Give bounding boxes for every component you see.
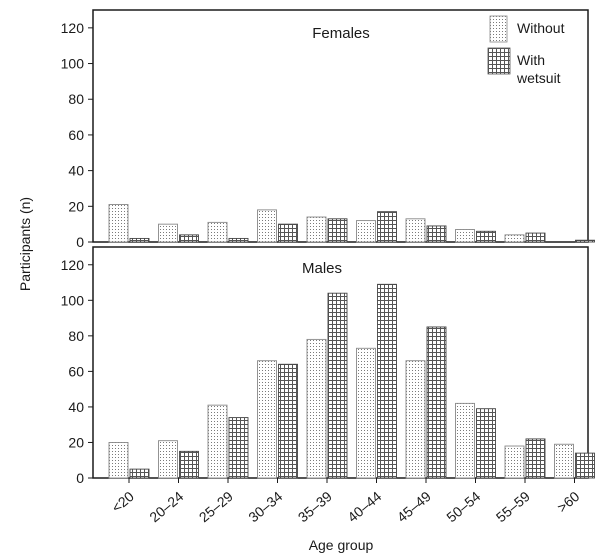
females-bar-without-wetsuit	[207, 221, 228, 243]
females-bar-with-wetsuit	[278, 223, 298, 243]
males-bar-without-wetsuit	[554, 443, 574, 479]
males-bar-with-wetsuit	[129, 468, 150, 479]
females-y-tick-label: 20	[68, 198, 84, 214]
males-bar-without-wetsuit	[356, 347, 376, 479]
males-y-tick-label: 40	[68, 399, 84, 415]
males-bar-with-wetsuit	[327, 292, 348, 479]
males-bar-with-wetsuit	[575, 452, 595, 479]
females-bar-without-wetsuit	[306, 216, 327, 243]
females-bar-with-wetsuit	[228, 237, 249, 243]
females-bar-with-wetsuit	[129, 237, 150, 243]
females-panel-frame	[92, 9, 589, 243]
males-bar-without-wetsuit	[405, 360, 426, 479]
x-tick-label: 20–24	[146, 488, 186, 525]
females-y-tick-label: 120	[61, 20, 85, 36]
females-y-tick-label: 60	[68, 127, 84, 143]
legend-swatch-without	[489, 15, 508, 43]
males-bar-without-wetsuit	[455, 402, 475, 479]
females-panel-title: Females	[312, 25, 370, 42]
males-y-tick-label: 100	[61, 292, 85, 308]
x-tick-label: 25–29	[196, 488, 236, 525]
females-y-tick-label: 40	[68, 163, 84, 179]
females-bar-with-wetsuit	[575, 239, 595, 243]
females-y-tick-label: 80	[68, 91, 84, 107]
males-bar-without-wetsuit	[108, 442, 129, 479]
females-bar-with-wetsuit	[377, 211, 397, 243]
legend: Without With wetsuit	[487, 15, 565, 86]
females-bar-without-wetsuit	[257, 209, 277, 243]
x-tick-label: 40–44	[344, 488, 384, 525]
males-bar-without-wetsuit	[207, 404, 228, 479]
males-y-tick-label: 120	[61, 257, 85, 273]
males-bar-without-wetsuit	[257, 360, 277, 479]
x-tick-label: 45–49	[394, 488, 434, 525]
legend-label-wetsuit: wetsuit	[516, 70, 561, 86]
males-y-tick-label: 80	[68, 328, 84, 344]
females-bar-without-wetsuit	[455, 229, 475, 243]
males-y-tick-label: 60	[68, 363, 84, 379]
females-y-tick-label: 0	[76, 234, 84, 250]
males-bar-with-wetsuit	[426, 326, 447, 479]
females-bar-with-wetsuit	[327, 218, 348, 243]
males-bar-without-wetsuit	[158, 440, 178, 479]
males-bar-with-wetsuit	[179, 450, 199, 479]
males-y-tick-label: 0	[76, 470, 84, 486]
males-bar-with-wetsuit	[278, 363, 298, 479]
x-axis-title: Age group	[309, 537, 374, 553]
x-tick-label: >60	[554, 488, 583, 516]
x-tick-label: 30–34	[245, 488, 285, 525]
females-bar-without-wetsuit	[108, 204, 129, 243]
females-bar-with-wetsuit	[179, 234, 199, 243]
males-panel-title: Males	[302, 260, 342, 277]
legend-label-without: Without	[517, 20, 565, 36]
females-y-tick-label: 100	[61, 56, 85, 72]
males-bar-without-wetsuit	[504, 445, 525, 479]
males-bar-without-wetsuit	[306, 338, 327, 479]
males-bar-with-wetsuit	[476, 408, 496, 479]
females-bar-with-wetsuit	[426, 225, 447, 243]
females-bar-without-wetsuit	[504, 234, 525, 243]
legend-label-with: With	[517, 52, 545, 68]
females-bar-without-wetsuit	[356, 220, 376, 243]
x-tick-label: <20	[108, 488, 137, 516]
females-bar-without-wetsuit	[158, 223, 178, 243]
x-tick-label: 55–59	[493, 488, 533, 525]
legend-swatch-with-wetsuit	[487, 47, 511, 75]
males-y-tick-label: 20	[68, 434, 84, 450]
females-bar-with-wetsuit	[476, 230, 496, 243]
males-bar-with-wetsuit	[377, 283, 397, 479]
females-bar-without-wetsuit	[405, 218, 426, 243]
males-bar-with-wetsuit	[228, 417, 249, 479]
y-axis-title: Participants (n)	[17, 197, 33, 291]
x-tick-label: 50–54	[443, 488, 483, 525]
males-bar-with-wetsuit	[525, 438, 546, 479]
x-tick-label: 35–39	[295, 488, 335, 525]
females-bar-with-wetsuit	[525, 232, 546, 243]
